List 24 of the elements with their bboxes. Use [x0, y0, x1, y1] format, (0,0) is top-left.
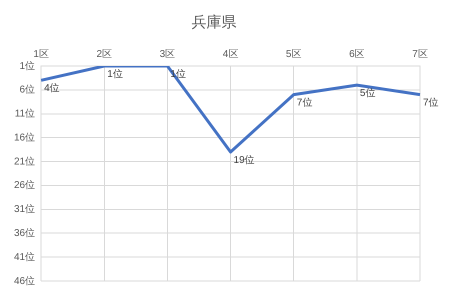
y-tick-label: 26位 — [14, 179, 36, 192]
x-tick-label: 1区 — [33, 48, 49, 60]
data-label: 7位 — [296, 96, 312, 108]
data-label: 5位 — [360, 86, 376, 99]
x-tick-label: 6区 — [349, 48, 365, 60]
y-tick-label: 1位 — [20, 60, 36, 72]
y-tick-label: 16位 — [14, 131, 36, 144]
chart-title: 兵庫県 — [192, 12, 236, 31]
data-label: 19位 — [234, 154, 255, 166]
y-tick-label: 41位 — [14, 250, 36, 263]
x-tick-label: 7区 — [412, 48, 428, 60]
x-tick-label: 4区 — [222, 48, 238, 60]
y-tick-label: 11位 — [14, 108, 36, 120]
x-tick-label: 2区 — [96, 48, 112, 60]
y-tick-label: 31位 — [14, 203, 36, 216]
x-tick-label: 5区 — [286, 48, 302, 60]
y-tick-label: 6位 — [20, 84, 36, 96]
y-tick-label: 46位 — [14, 274, 36, 287]
y-tick-label: 36位 — [14, 226, 36, 239]
data-label: 4位 — [44, 82, 60, 94]
data-label: 7位 — [423, 96, 439, 108]
data-label: 1位 — [107, 68, 123, 80]
x-tick-label: 3区 — [160, 48, 176, 60]
y-tick-label: 21位 — [14, 155, 36, 168]
